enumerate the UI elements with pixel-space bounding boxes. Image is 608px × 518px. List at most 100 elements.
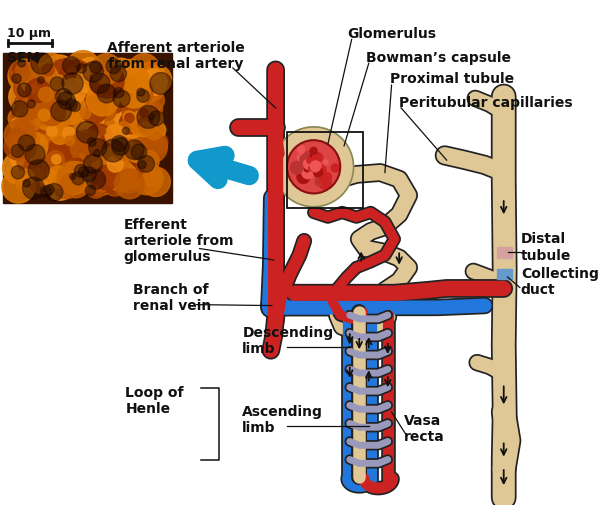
Circle shape — [16, 99, 24, 107]
Circle shape — [52, 157, 60, 165]
Circle shape — [117, 108, 147, 138]
Circle shape — [50, 124, 71, 145]
Circle shape — [80, 96, 108, 123]
Circle shape — [60, 107, 74, 120]
Circle shape — [122, 77, 153, 108]
Circle shape — [55, 93, 76, 114]
Circle shape — [122, 83, 147, 109]
Circle shape — [69, 75, 85, 92]
Circle shape — [50, 75, 65, 90]
Circle shape — [70, 130, 103, 163]
Circle shape — [123, 167, 131, 176]
Circle shape — [118, 60, 143, 85]
Circle shape — [303, 160, 313, 169]
Circle shape — [11, 145, 24, 157]
Circle shape — [128, 76, 159, 106]
Circle shape — [104, 156, 114, 167]
Circle shape — [41, 140, 69, 169]
Circle shape — [102, 139, 125, 162]
Circle shape — [22, 177, 44, 199]
Circle shape — [114, 84, 140, 110]
Circle shape — [55, 94, 66, 104]
Circle shape — [137, 88, 145, 96]
Circle shape — [112, 164, 124, 176]
Text: SEM: SEM — [7, 51, 40, 65]
Circle shape — [78, 166, 89, 177]
Circle shape — [22, 100, 56, 134]
Circle shape — [41, 97, 52, 108]
Circle shape — [38, 142, 70, 175]
Circle shape — [14, 159, 38, 183]
Circle shape — [37, 97, 66, 126]
Circle shape — [48, 136, 80, 168]
Circle shape — [62, 121, 72, 131]
Circle shape — [94, 150, 100, 156]
Circle shape — [308, 160, 321, 171]
Circle shape — [29, 97, 49, 118]
Circle shape — [112, 154, 128, 170]
Circle shape — [83, 153, 97, 166]
Circle shape — [100, 147, 129, 176]
Circle shape — [112, 138, 130, 155]
Circle shape — [77, 64, 86, 73]
Circle shape — [81, 110, 102, 130]
Circle shape — [314, 167, 320, 173]
Circle shape — [140, 109, 148, 118]
Circle shape — [136, 132, 167, 163]
Circle shape — [42, 64, 54, 76]
Circle shape — [19, 169, 34, 184]
Circle shape — [146, 124, 162, 140]
Circle shape — [8, 108, 28, 128]
Circle shape — [150, 79, 166, 96]
Circle shape — [44, 185, 54, 195]
Circle shape — [131, 144, 147, 160]
Circle shape — [41, 186, 52, 197]
Circle shape — [33, 82, 43, 91]
Circle shape — [2, 170, 35, 203]
Circle shape — [78, 157, 89, 169]
Circle shape — [26, 132, 59, 165]
Circle shape — [19, 130, 32, 143]
Circle shape — [75, 177, 92, 193]
Circle shape — [109, 67, 136, 93]
Circle shape — [122, 98, 145, 122]
Circle shape — [140, 107, 163, 131]
Circle shape — [46, 96, 65, 116]
Circle shape — [16, 174, 35, 193]
Circle shape — [41, 60, 69, 87]
Circle shape — [58, 157, 77, 176]
Circle shape — [54, 62, 65, 73]
Circle shape — [141, 69, 167, 95]
Circle shape — [76, 131, 90, 145]
Circle shape — [108, 97, 124, 113]
Circle shape — [47, 166, 69, 189]
Circle shape — [126, 64, 137, 75]
Circle shape — [317, 155, 323, 161]
Circle shape — [66, 62, 77, 73]
Circle shape — [137, 164, 148, 174]
Circle shape — [274, 127, 353, 207]
Circle shape — [110, 163, 130, 183]
Circle shape — [111, 136, 127, 151]
Circle shape — [298, 155, 305, 161]
Circle shape — [130, 91, 150, 111]
Circle shape — [137, 95, 154, 112]
Circle shape — [28, 90, 46, 108]
Text: Efferent
arteriole from
glomerulus: Efferent arteriole from glomerulus — [123, 218, 233, 264]
Circle shape — [37, 77, 49, 88]
Circle shape — [51, 100, 72, 121]
Circle shape — [27, 100, 35, 108]
Circle shape — [9, 80, 42, 113]
Circle shape — [38, 65, 57, 82]
Circle shape — [49, 100, 60, 112]
Circle shape — [33, 99, 50, 117]
Circle shape — [143, 131, 168, 155]
Circle shape — [60, 69, 78, 87]
Circle shape — [63, 57, 80, 75]
Circle shape — [80, 108, 91, 119]
Circle shape — [124, 103, 156, 134]
Circle shape — [60, 73, 84, 97]
Text: Distal
tubule: Distal tubule — [521, 233, 571, 263]
Text: Vasa
recta: Vasa recta — [404, 414, 444, 444]
Circle shape — [15, 171, 32, 189]
